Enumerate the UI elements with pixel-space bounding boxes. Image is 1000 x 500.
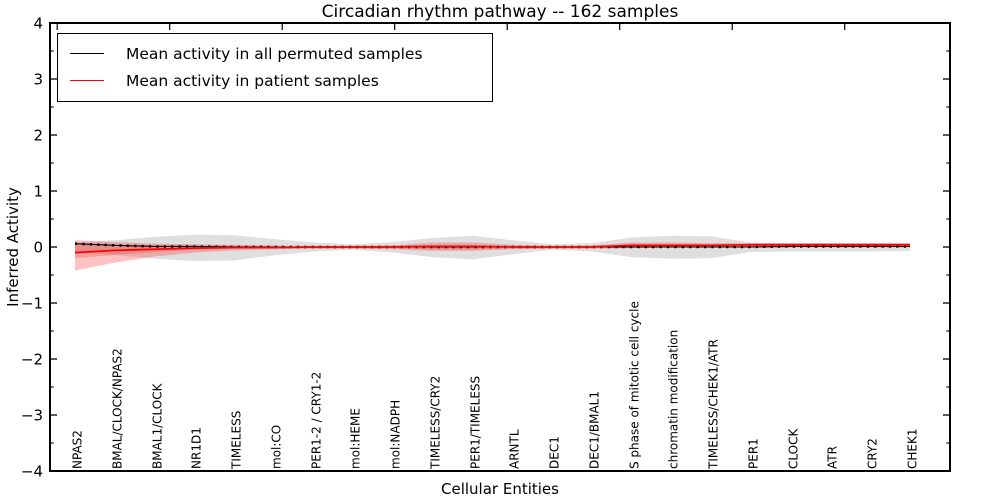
legend-label-permuted: Mean activity in all permuted samples xyxy=(126,44,423,63)
legend-label-patient: Mean activity in patient samples xyxy=(126,71,379,90)
x-tick-label: PER1 xyxy=(746,438,761,469)
x-tick-label: ATR xyxy=(825,446,840,469)
patient-mean-line xyxy=(74,243,910,254)
y-tick-label: 2 xyxy=(33,127,43,145)
x-tick-label: DEC1 xyxy=(547,436,562,469)
y-tick-label: 4 xyxy=(33,15,43,33)
x-tick-label: CRY2 xyxy=(865,438,880,469)
patient-line-swatch xyxy=(70,80,104,81)
y-tick-label: 0 xyxy=(33,239,43,257)
permuted-samples-band xyxy=(75,234,910,261)
x-tick-label: NR1D1 xyxy=(189,427,204,469)
x-tick-label: BMAL/CLOCK/NPAS2 xyxy=(110,348,125,469)
y-tick-label: −2 xyxy=(21,351,43,369)
y-tick-label: 1 xyxy=(33,183,43,201)
x-tick-label: NPAS2 xyxy=(70,430,85,469)
chart-title: Circadian rhythm pathway -- 162 samples xyxy=(321,2,679,22)
x-tick-label: ARNTL xyxy=(507,429,522,469)
legend-item-patient: Mean activity in patient samples xyxy=(58,67,492,94)
x-tick-label: mol:NADPH xyxy=(388,399,403,469)
x-tick-label: chromatin modification xyxy=(666,329,681,469)
y-tick-label: −4 xyxy=(21,463,43,481)
legend-item-permuted: Mean activity in all permuted samples xyxy=(58,40,492,67)
y-axis-label: Inferred Activity xyxy=(4,187,22,307)
x-tick-label: mol:CO xyxy=(269,424,284,469)
permuted-mean-markers xyxy=(74,242,910,249)
x-axis-label: Cellular Entities xyxy=(441,480,559,498)
x-tick-label: S phase of mitotic cell cycle xyxy=(627,301,642,469)
x-tick-label: TIMELESS/CHEK1/ATR xyxy=(706,339,721,469)
y-tick-label: −1 xyxy=(21,295,43,313)
x-tick-label: TIMELESS xyxy=(229,410,244,469)
x-tick-label: CLOCK xyxy=(786,428,801,469)
x-tick-label: DEC1/BMAL1 xyxy=(587,391,602,469)
x-tick-label: TIMELESS/CRY2 xyxy=(428,375,443,469)
y-tick-label: 3 xyxy=(33,71,43,89)
y-tick-label: −3 xyxy=(21,407,43,425)
x-tick-label: BMAL1/CLOCK xyxy=(150,383,165,470)
x-tick-label: mol:HEME xyxy=(348,408,363,469)
x-tick-label: CHEK1 xyxy=(905,428,920,470)
permuted-line-swatch xyxy=(70,53,104,54)
x-tick-label: PER1-2 / CRY1-2 xyxy=(309,371,324,469)
legend: Mean activity in all permuted samples Me… xyxy=(57,33,493,102)
x-tick-label: PER1/TIMELESS xyxy=(468,375,483,469)
